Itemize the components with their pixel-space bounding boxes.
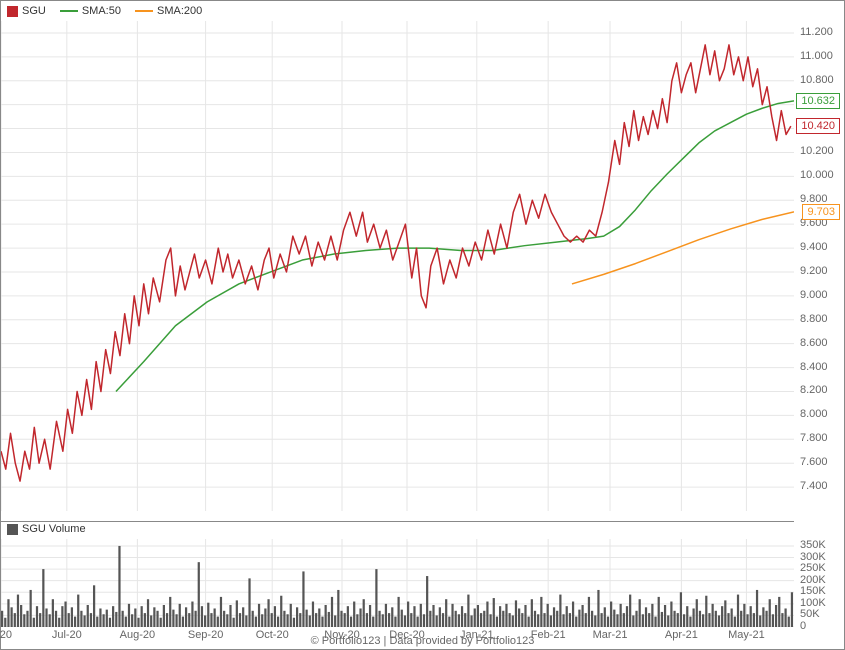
y-tick-label: 10.000: [800, 169, 834, 181]
y-tick-label: 11.000: [800, 50, 833, 62]
price-tag: 10.632: [796, 93, 840, 109]
y-tick-label: 10.800: [800, 74, 834, 86]
y-tick-label: 100K: [800, 597, 826, 609]
legend-label: SMA:50: [82, 5, 121, 17]
legend-item-sma50: SMA:50: [60, 5, 121, 17]
y-tick-label: 50K: [800, 608, 820, 620]
price-tag: 10.420: [796, 118, 840, 134]
y-tick-label: 300K: [800, 551, 826, 563]
chart-frame: SGU SMA:50 SMA:200 7.4007.6007.8008.0008…: [0, 0, 845, 650]
y-tick-label: 150K: [800, 585, 826, 597]
y-tick-label: 8.600: [800, 337, 828, 349]
price-tag: 9.703: [802, 204, 840, 220]
price-legend: SGU SMA:50 SMA:200: [7, 5, 202, 17]
y-tick-label: 0: [800, 620, 806, 632]
y-tick-label: 7.400: [800, 480, 828, 492]
legend-item-price: SGU: [7, 5, 46, 17]
y-tick-label: 9.200: [800, 265, 828, 277]
y-tick-label: 9.000: [800, 289, 828, 301]
square-swatch-icon: [7, 6, 18, 17]
y-tick-label: 350K: [800, 539, 826, 551]
price-chart-area: 7.4007.6007.8008.0008.2008.4008.6008.800…: [1, 21, 794, 511]
legend-label: SGU: [22, 5, 46, 17]
line-swatch-icon: [135, 10, 153, 12]
y-tick-label: 250K: [800, 562, 826, 574]
y-tick-label: 7.600: [800, 456, 828, 468]
footer-attribution: © Portfolio123 | Data provided by Portfo…: [1, 635, 844, 647]
line-swatch-icon: [60, 10, 78, 12]
y-tick-label: 7.800: [800, 432, 828, 444]
y-tick-label: 8.000: [800, 408, 828, 420]
legend-label: SMA:200: [157, 5, 202, 17]
volume-chart-area: SGU Volume 050K100K150K200K250K300K350Kn…: [1, 521, 794, 627]
y-tick-label: 200K: [800, 574, 826, 586]
y-tick-label: 11.200: [800, 26, 833, 38]
y-tick-label: 8.200: [800, 384, 828, 396]
legend-item-sma200: SMA:200: [135, 5, 202, 17]
y-tick-label: 9.400: [800, 241, 828, 253]
y-tick-label: 8.400: [800, 361, 828, 373]
y-tick-label: 10.200: [800, 145, 834, 157]
y-tick-label: 8.800: [800, 313, 828, 325]
